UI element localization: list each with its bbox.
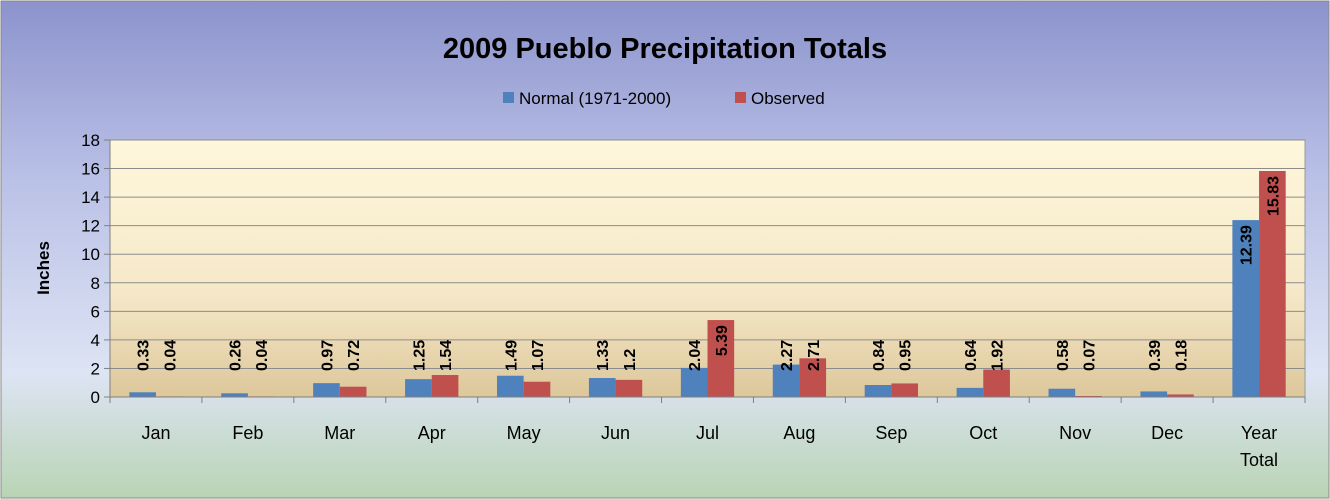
data-label-normal: 1.49: [503, 340, 520, 371]
bar-observed: [1259, 170, 1286, 397]
data-label-observed: 0.07: [1082, 340, 1099, 371]
data-label-normal: 0.26: [228, 340, 245, 371]
data-label-observed: 0.04: [254, 340, 271, 371]
bar-observed: [615, 379, 643, 397]
legend-swatch-normal: [503, 92, 514, 103]
data-label-observed: 1.92: [990, 340, 1007, 371]
data-label-normal: 2.04: [687, 340, 704, 371]
bar-observed: [1167, 394, 1194, 397]
data-label-normal: 12.39: [1239, 225, 1256, 265]
bar-normal: [772, 364, 800, 397]
bar-normal: [956, 387, 984, 397]
x-tick-label: Jun: [601, 423, 630, 443]
bar-observed: [799, 358, 827, 397]
y-tick-label: 12: [81, 217, 100, 236]
data-label-normal: 0.39: [1147, 340, 1164, 371]
bar-normal: [313, 383, 340, 397]
x-tick-label: Jul: [696, 423, 719, 443]
legend: Normal (1971-2000) Observed: [503, 89, 825, 108]
legend-label-normal: Normal (1971-2000): [519, 89, 671, 108]
data-label-normal: 2.27: [779, 340, 796, 371]
y-tick-label: 14: [81, 188, 100, 207]
data-label-observed: 15.83: [1265, 176, 1282, 216]
y-tick-label: 6: [91, 302, 100, 321]
bar-normal: [496, 375, 524, 397]
bar-normal: [405, 379, 432, 397]
y-tick-label: 2: [91, 359, 100, 378]
y-tick-label: 0: [91, 388, 100, 407]
bar-normal: [680, 367, 708, 397]
x-tick-label: Feb: [232, 423, 263, 443]
x-tick-label: Apr: [418, 423, 446, 443]
bar-normal: [129, 392, 156, 397]
data-label-observed: 0.72: [346, 340, 363, 371]
bar-observed: [431, 375, 459, 397]
y-tick-label: 4: [91, 331, 100, 350]
x-tick-label: Mar: [324, 423, 355, 443]
bars: [129, 170, 1286, 397]
x-tick-label: Jan: [141, 423, 170, 443]
bar-normal: [221, 393, 248, 397]
bar-observed: [707, 320, 735, 397]
bar-observed: [523, 381, 551, 397]
y-tick-label: 18: [81, 131, 100, 150]
data-labels: 0.33 0.04 0.26 0.04 0.97 0.72 1.25 1.54 1.49 1.07…: [136, 176, 1283, 371]
data-label-observed: 1.2: [622, 349, 639, 371]
data-label-normal: 1.25: [411, 340, 428, 371]
x-tick-label: Oct: [969, 423, 997, 443]
x-tick-label: Nov: [1059, 423, 1091, 443]
x-tick-label: May: [507, 423, 541, 443]
data-label-observed: 0.18: [1173, 340, 1190, 371]
bar-observed: [983, 369, 1010, 397]
y-axis-label: Inches: [34, 241, 53, 295]
data-label-observed: 5.39: [714, 325, 731, 356]
axes: 0 2 4 6 8 10 12 14 16 18 Jan Feb Mar Apr May Jun Jul Aug S…: [81, 131, 1306, 470]
bar-observed: [339, 386, 367, 397]
data-label-normal: 0.84: [871, 340, 888, 371]
x-tick-label: Dec: [1151, 423, 1183, 443]
y-tick-label: 16: [81, 160, 100, 179]
bar-observed: [891, 383, 919, 397]
data-label-normal: 1.33: [595, 340, 612, 371]
data-label-normal: 0.58: [1055, 340, 1072, 371]
data-label-normal: 0.33: [136, 340, 153, 371]
y-tick-label: 8: [91, 274, 100, 293]
bar-normal: [864, 385, 892, 397]
data-label-normal: 0.97: [319, 340, 336, 371]
bar-normal: [588, 378, 616, 397]
data-label-observed: 2.71: [806, 340, 823, 371]
data-label-normal: 0.64: [963, 340, 980, 371]
bar-normal: [1140, 391, 1168, 397]
legend-label-observed: Observed: [751, 89, 825, 108]
data-label-observed: 0.95: [898, 340, 915, 371]
chart-title: 2009 Pueblo Precipitation Totals: [443, 33, 887, 65]
bar-normal: [1232, 220, 1260, 397]
x-tick-label: Year Total: [1240, 423, 1278, 470]
data-label-observed: 1.54: [438, 340, 455, 371]
data-label-observed: 1.07: [530, 340, 547, 371]
x-tick-label: Aug: [783, 423, 815, 443]
legend-swatch-observed: [735, 92, 746, 103]
x-tick-label: Sep: [875, 423, 907, 443]
bar-normal: [1048, 388, 1076, 397]
data-label-observed: 0.04: [162, 340, 179, 371]
y-tick-label: 10: [81, 245, 100, 264]
